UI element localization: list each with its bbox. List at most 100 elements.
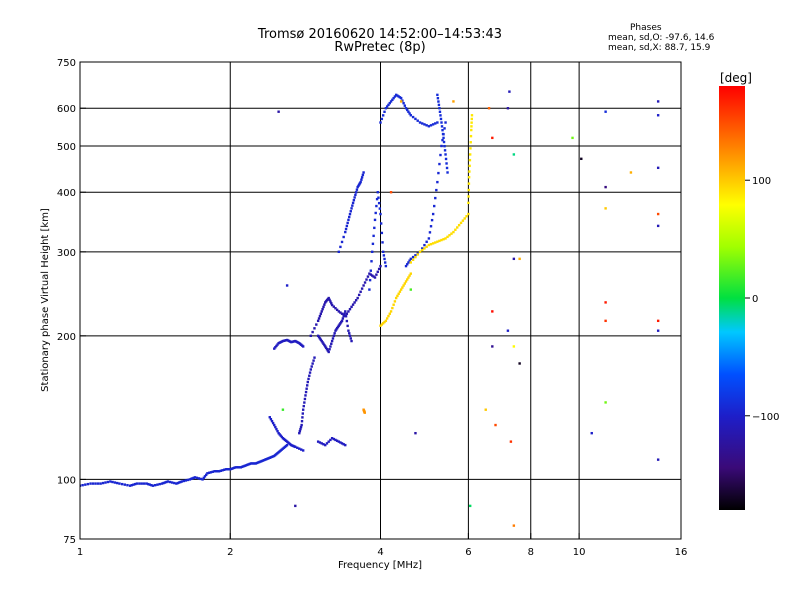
echo-point bbox=[411, 115, 415, 119]
y-axis-title: Stationary phase Virtual Height [km] bbox=[40, 208, 51, 392]
echo-point bbox=[323, 343, 326, 347]
echo-point bbox=[374, 211, 377, 215]
echo-point bbox=[330, 339, 334, 343]
echo-point bbox=[324, 345, 327, 348]
echo-point bbox=[629, 171, 633, 174]
echo-point bbox=[319, 312, 323, 315]
y-tick-label: 300 bbox=[57, 248, 76, 259]
echo-point bbox=[298, 429, 302, 433]
echo-point bbox=[271, 421, 275, 425]
echo-point bbox=[335, 308, 339, 312]
echo-point bbox=[434, 241, 437, 244]
echo-point bbox=[468, 158, 472, 162]
echo-point bbox=[340, 240, 344, 244]
echo-point bbox=[120, 482, 124, 486]
echo-point bbox=[278, 433, 281, 436]
echo-point bbox=[325, 348, 329, 351]
echo-point bbox=[252, 462, 255, 465]
echo-point bbox=[372, 234, 375, 238]
echo-point bbox=[380, 323, 384, 326]
echo-point bbox=[285, 284, 289, 287]
echo-point bbox=[233, 466, 236, 470]
echo-point bbox=[300, 423, 303, 427]
echo-point bbox=[437, 171, 440, 175]
echo-point bbox=[370, 274, 374, 277]
echo-point bbox=[398, 96, 402, 99]
echo-point bbox=[354, 299, 358, 302]
echo-point bbox=[375, 273, 378, 276]
echo-point bbox=[421, 248, 424, 252]
echo-point bbox=[384, 107, 388, 110]
echo-point bbox=[470, 117, 473, 121]
echo-point bbox=[317, 317, 321, 320]
echo-point bbox=[302, 404, 305, 408]
echo-point bbox=[409, 257, 412, 261]
echo-point bbox=[512, 524, 516, 527]
echo-point bbox=[448, 234, 451, 237]
echo-point bbox=[467, 195, 470, 198]
echo-point bbox=[368, 272, 371, 275]
echo-point bbox=[308, 371, 312, 374]
echo-point bbox=[433, 204, 436, 208]
echo-point bbox=[318, 337, 322, 340]
echo-point bbox=[342, 443, 345, 446]
echo-point bbox=[429, 124, 433, 127]
echo-point bbox=[319, 338, 323, 341]
echo-point bbox=[418, 250, 422, 254]
echo-point bbox=[361, 173, 365, 177]
chart-title: Tromsø 20160620 14:52:00–14:53:43 bbox=[257, 27, 503, 42]
echo-point bbox=[91, 482, 95, 485]
echo-point bbox=[349, 337, 352, 340]
echo-point bbox=[491, 345, 494, 348]
echo-point bbox=[387, 103, 390, 107]
echo-point bbox=[249, 462, 253, 465]
echo-point bbox=[309, 334, 312, 338]
echo-point bbox=[341, 317, 345, 320]
echo-point bbox=[436, 96, 440, 100]
echo-point bbox=[377, 267, 381, 271]
echo-point bbox=[408, 259, 411, 262]
echo-point bbox=[311, 330, 314, 334]
echo-point bbox=[189, 477, 193, 481]
echo-point bbox=[438, 110, 442, 113]
x-tick-label: 6 bbox=[465, 547, 471, 558]
echo-point bbox=[381, 250, 385, 254]
x-axis-title: Frequency [MHz] bbox=[338, 560, 422, 571]
echo-point bbox=[381, 114, 385, 117]
echo-point bbox=[330, 437, 334, 440]
echo-point bbox=[101, 481, 105, 485]
echo-point bbox=[346, 221, 349, 225]
echo-point bbox=[363, 281, 367, 284]
echo-point bbox=[242, 465, 245, 468]
echo-point bbox=[409, 272, 412, 275]
echo-point bbox=[279, 434, 282, 437]
echo-point bbox=[99, 482, 102, 485]
echo-point bbox=[368, 288, 371, 291]
echo-point bbox=[590, 431, 593, 435]
echo-point bbox=[344, 230, 347, 234]
echo-point bbox=[243, 464, 246, 468]
echo-point bbox=[269, 417, 273, 421]
echo-point bbox=[375, 204, 378, 208]
echo-point bbox=[247, 463, 250, 466]
echo-point bbox=[379, 222, 383, 225]
echo-point bbox=[442, 140, 446, 144]
echo-point bbox=[340, 442, 344, 445]
echo-point bbox=[344, 443, 347, 447]
echo-point bbox=[348, 215, 351, 219]
echo-point bbox=[304, 394, 307, 397]
echo-point bbox=[337, 324, 341, 327]
echo-point bbox=[301, 416, 304, 419]
echo-point bbox=[467, 182, 471, 185]
echo-point bbox=[439, 153, 442, 157]
echo-point bbox=[147, 482, 150, 486]
echo-point bbox=[323, 303, 326, 306]
echo-point bbox=[300, 420, 304, 423]
echo-point bbox=[404, 107, 408, 110]
echo-point bbox=[443, 144, 446, 148]
echo-point bbox=[604, 207, 607, 210]
echo-point bbox=[468, 153, 472, 156]
echo-point bbox=[349, 210, 352, 213]
echo-point bbox=[158, 482, 161, 486]
echo-point bbox=[298, 431, 301, 435]
